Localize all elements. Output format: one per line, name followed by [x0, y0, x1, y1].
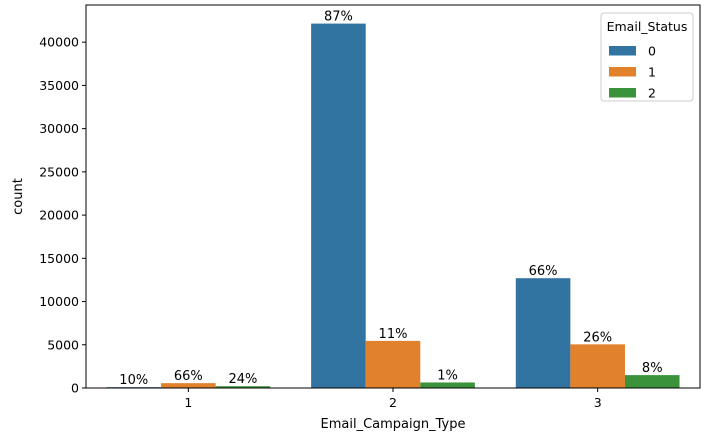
legend-title: Email_Status	[607, 19, 688, 34]
legend: Email_Status 0 1 2	[600, 12, 694, 102]
bar-label-cat1-status1: 66%	[174, 369, 203, 384]
bar-cat1-status2	[215, 386, 271, 388]
bar-label-cat1-status0: 10%	[119, 373, 148, 388]
bar-cat2-status2	[420, 382, 475, 388]
legend-swatch-0	[609, 46, 636, 56]
y-tick-label: 30000	[39, 121, 79, 136]
x-tick-label: 1	[184, 395, 192, 410]
y-tick-label: 5000	[47, 337, 79, 352]
bar-label-cat2-status2: 1%	[437, 368, 458, 383]
legend-items: 0 1 2	[609, 44, 656, 101]
legend-swatch-1	[609, 67, 636, 77]
bar-label-cat3-status2: 8%	[642, 361, 663, 376]
legend-label-0: 0	[648, 44, 656, 59]
legend-swatch-2	[609, 88, 636, 98]
bar-cat3-status2	[624, 375, 680, 388]
y-tick-label: 40000	[39, 35, 79, 50]
y-tick-label: 15000	[39, 251, 79, 266]
bar-cat1-status1	[161, 383, 216, 388]
ticks-layer: 0 5000 10000 15000 20000 25000 30000 35000 40000…	[39, 35, 601, 410]
y-axis-label: count	[11, 178, 26, 215]
bar-label-cat3-status1: 26%	[583, 330, 612, 345]
bar-label-cat3-status0: 66%	[529, 264, 558, 279]
bar-cat3-status0	[515, 278, 571, 388]
legend-label-2: 2	[648, 86, 656, 101]
x-tick-label: 2	[389, 395, 397, 410]
bar-cat2-status1	[365, 340, 421, 388]
legend-frame	[600, 12, 694, 102]
bar-label-cat2-status0: 87%	[324, 10, 353, 25]
bar-label-cat1-status2: 24%	[228, 372, 257, 387]
bar-label-cat2-status1: 11%	[379, 327, 408, 342]
y-tick-label: 25000	[39, 164, 79, 179]
y-tick-label: 10000	[39, 294, 79, 309]
x-tick-label: 3	[594, 395, 602, 410]
legend-label-1: 1	[648, 65, 656, 80]
y-tick-label: 35000	[39, 78, 79, 93]
x-axis-label: Email_Campaign_Type	[321, 417, 466, 432]
bar-labels-layer: 10% 87% 66% 66% 11% 26% 24% 1% 8%	[119, 10, 662, 389]
y-tick-label: 20000	[39, 208, 79, 223]
y-tick-label: 0	[71, 381, 79, 396]
bars-layer	[106, 23, 680, 388]
bar-cat2-status0	[311, 23, 366, 388]
bar-cat3-status1	[570, 344, 625, 388]
